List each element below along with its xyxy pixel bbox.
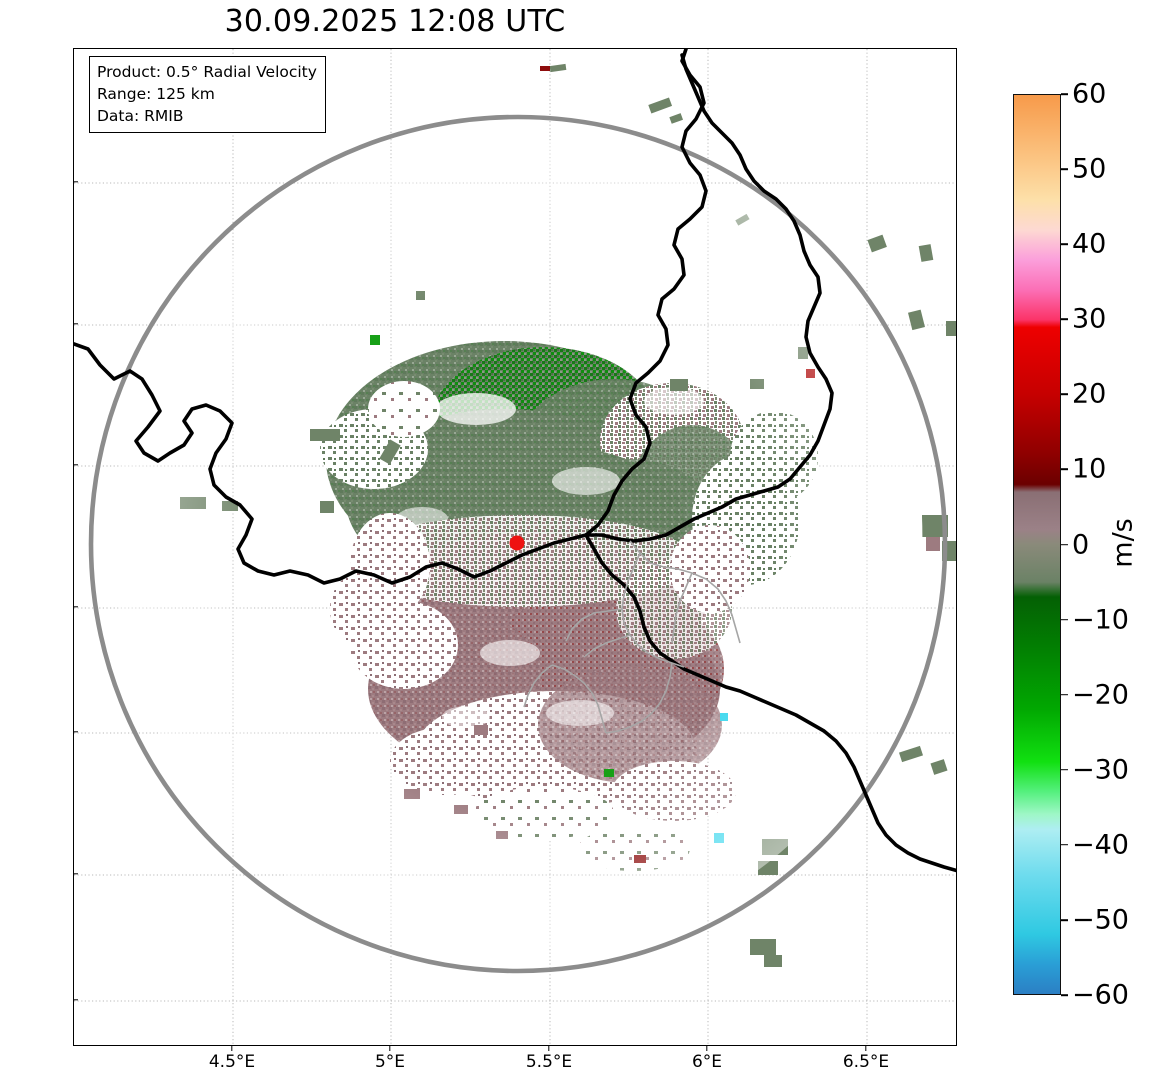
lon-tick-3 [706,1046,708,1051]
info-box: Product: 0.5° Radial Velocity Range: 125… [89,56,326,133]
colorbar-label-8: −20 [1072,679,1129,711]
lon-label-2: 5.5°E [525,1052,573,1072]
colorbar-label-11: −50 [1072,904,1129,936]
colorbar-label-7: −10 [1072,604,1129,636]
lon-tick-0 [231,1046,233,1051]
radar-map-svg [74,49,956,1045]
colorbar-unit-label: m/s [1107,518,1139,568]
colorbar-tick-8 [1061,693,1068,696]
colorbar-tick-6 [1061,543,1068,546]
colorbar-tick-3 [1061,318,1068,321]
colorbar-label-1: 50 [1072,153,1107,185]
lat-tick-5 [73,873,78,875]
district-boundaries [523,540,741,734]
lon-label-3: 6°E [691,1052,723,1072]
colorbar-tick-10 [1061,844,1068,846]
colorbar-tick-0 [1061,93,1068,95]
range-ring-125km [88,114,948,974]
lat-tick-0 [73,181,78,183]
lat-tick-3 [73,606,78,608]
colorbar-tick-4 [1061,393,1068,396]
radar-site-marker[interactable] [509,535,525,551]
radar-map-axes[interactable]: Product: 0.5° Radial Velocity Range: 125… [73,48,957,1046]
lon-tick-4 [865,1046,867,1051]
lat-tick-4 [73,731,78,733]
colorbar-gradient [1014,95,1060,994]
colorbar-tick-2 [1061,243,1068,245]
map-plot-area [74,49,956,1045]
lat-tick-1 [73,323,78,325]
velocity-colorbar[interactable] [1013,94,1061,995]
colorbar-label-0: 60 [1072,78,1107,110]
colorbar-label-10: −40 [1072,829,1129,861]
country-borders [74,49,956,873]
info-range-line: Range: 125 km [97,85,215,103]
colorbar-label-2: 40 [1072,228,1107,260]
colorbar-label-5: 10 [1072,453,1107,485]
colorbar-tick-12 [1061,994,1068,996]
colorbar-tick-5 [1061,468,1068,471]
colorbar-tick-9 [1061,768,1068,771]
lon-tick-1 [389,1046,391,1051]
info-product-line: Product: 0.5° Radial Velocity [97,63,317,81]
colorbar-label-6: 0 [1072,529,1090,560]
lon-label-4: 6.5°E [842,1052,890,1072]
colorbar-tick-1 [1061,168,1068,170]
colorbar-tick-7 [1061,618,1068,621]
colorbar-label-9: −30 [1072,754,1129,786]
lon-tick-2 [548,1046,550,1051]
lon-label-1: 5°E [374,1052,406,1072]
colorbar-label-4: 20 [1072,378,1107,410]
colorbar-label-3: 30 [1072,303,1107,335]
lon-label-0: 4.5°E [208,1052,256,1072]
info-data-line: Data: RMIB [97,107,184,125]
colorbar-label-12: −60 [1072,979,1129,1011]
colorbar-tick-11 [1061,919,1068,921]
page-title: 30.09.2025 12:08 UTC [224,4,566,39]
lat-tick-2 [73,464,78,466]
lat-tick-6 [73,999,78,1001]
